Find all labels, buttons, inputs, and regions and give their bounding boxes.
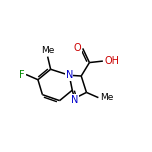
Text: N: N — [66, 70, 73, 80]
Text: Me: Me — [100, 93, 113, 102]
Text: Me: Me — [41, 46, 54, 55]
Text: O: O — [74, 43, 81, 53]
Text: F: F — [19, 69, 25, 79]
Text: N: N — [71, 95, 78, 105]
Text: OH: OH — [104, 56, 119, 66]
